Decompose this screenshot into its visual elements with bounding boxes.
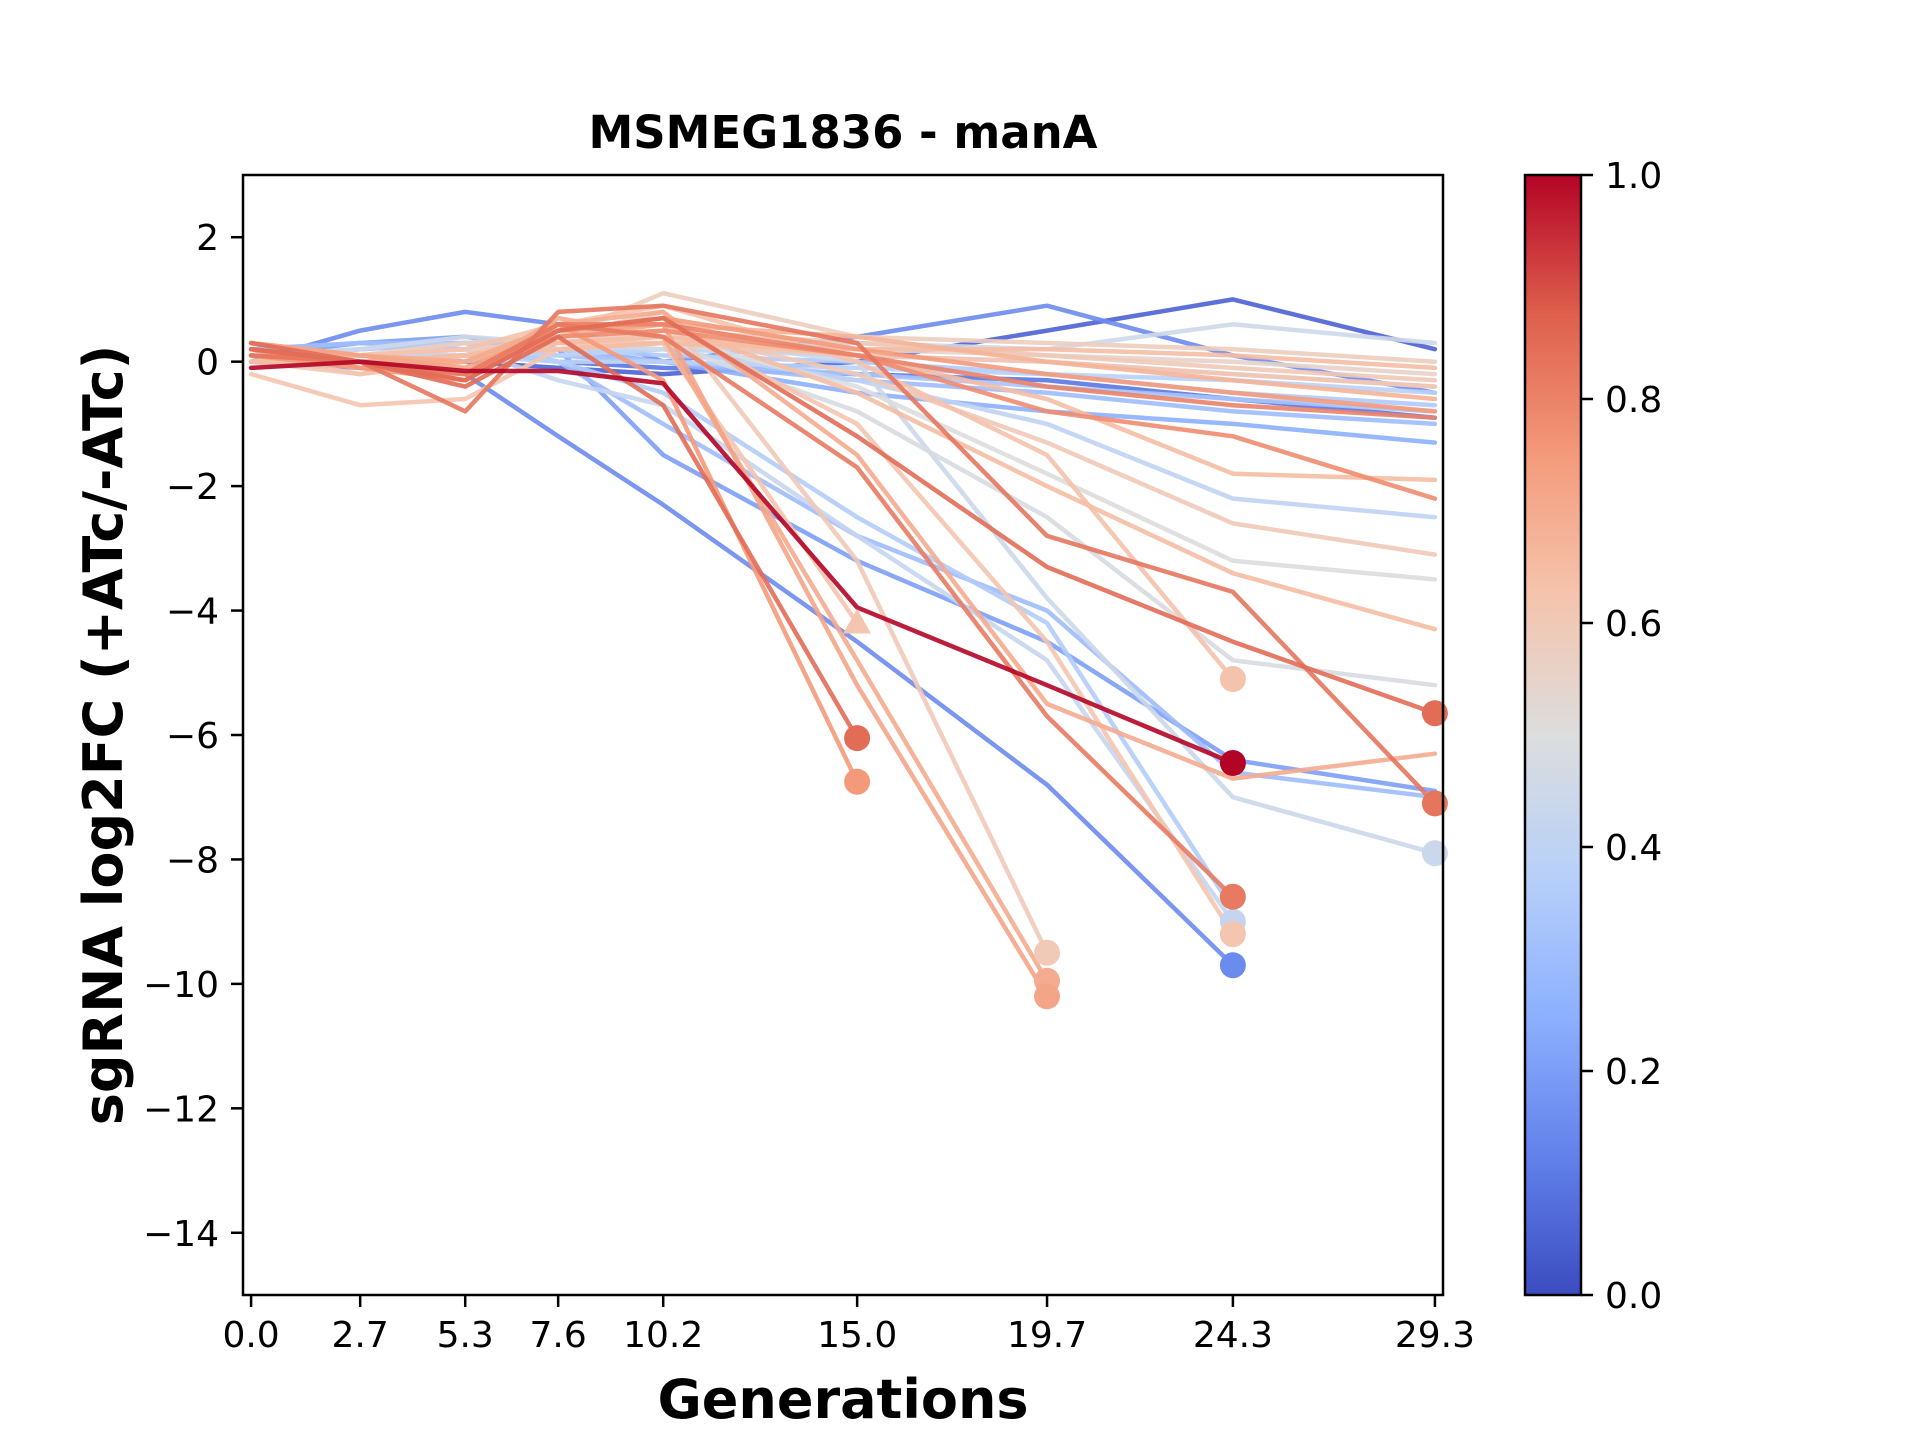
x-tick-label: 15.0 xyxy=(817,1315,897,1356)
series-line-7 xyxy=(248,309,1050,956)
series-end-marker-3 xyxy=(844,768,871,795)
series-end-marker-8 xyxy=(1219,952,1246,979)
colorbar-ticks: 0.0 0.2 0.4 0.6 0.8 1.0 xyxy=(1581,156,1662,1317)
y-tick-label: 2 xyxy=(196,218,219,259)
colorbar-tick-label: 0.8 xyxy=(1605,380,1662,421)
x-tick-label: 7.6 xyxy=(530,1315,587,1356)
x-tick-label: 0.0 xyxy=(222,1315,279,1356)
series-line-8 xyxy=(248,359,1236,968)
series-end-marker-2 xyxy=(844,725,871,752)
series-layer xyxy=(248,290,1438,999)
colorbar-gradient xyxy=(1525,175,1581,1295)
series-end-marker-15 xyxy=(1421,790,1448,817)
colorbar-tick-label: 1.0 xyxy=(1605,156,1662,197)
y-tick-label: 0 xyxy=(196,343,219,384)
series-end-marker-6 xyxy=(1034,983,1060,1010)
colorbar-frame xyxy=(1523,173,1583,1297)
y-tick-label: −10 xyxy=(143,965,219,1006)
series-line-1 xyxy=(248,359,1236,766)
colorbar-tick-label: 0.2 xyxy=(1605,1052,1662,1093)
series-end-marker-10 xyxy=(1219,921,1246,948)
y-tick-label: −4 xyxy=(166,592,219,633)
colorbar-tick-label: 0.6 xyxy=(1605,604,1662,645)
x-tick-label: 29.3 xyxy=(1395,1315,1475,1356)
x-axis-ticks: 0.0 2.7 5.3 7.6 10.2 15.0 19.7 24.3 29.3 xyxy=(222,1295,1475,1356)
y-tick-label: −12 xyxy=(143,1089,219,1130)
series-line-14 xyxy=(248,315,1438,716)
colorbar-tick-label: 0.4 xyxy=(1605,828,1662,869)
y-tick-label: −2 xyxy=(166,467,219,508)
series-end-marker-16 xyxy=(1421,840,1448,867)
x-tick-label: 10.2 xyxy=(623,1315,703,1356)
chart-title: MSMEG1836 - manA xyxy=(588,106,1097,159)
series-end-marker-4 xyxy=(843,609,872,634)
series-end-marker-1 xyxy=(1219,750,1246,776)
x-tick-label: 2.7 xyxy=(332,1315,389,1356)
series-end-marker-14 xyxy=(1421,700,1448,727)
x-tick-label: 19.7 xyxy=(1007,1315,1087,1356)
y-axis-ticks: 2 0 −2 −4 −6 −8 −10 −12 −14 xyxy=(143,218,243,1255)
y-tick-label: −6 xyxy=(166,716,219,757)
x-tick-label: 24.3 xyxy=(1193,1315,1273,1356)
series-line-3 xyxy=(248,322,860,784)
y-axis-label: sgRNA log2FC (+ATc/-ATc) xyxy=(72,345,135,1126)
y-tick-label: −8 xyxy=(166,840,219,881)
series-end-marker-9 xyxy=(1219,883,1246,910)
colorbar: 0.0 0.2 0.4 0.6 0.8 1.0 xyxy=(1523,156,1662,1317)
colorbar-tick-label: 0.0 xyxy=(1605,1276,1662,1317)
x-tick-label: 5.3 xyxy=(437,1315,494,1356)
series-line-2 xyxy=(248,334,860,741)
series-line-15 xyxy=(248,303,1438,806)
series-end-marker-7 xyxy=(1034,939,1060,966)
series-end-marker-13 xyxy=(1219,666,1246,692)
x-axis-label: Generations xyxy=(657,1368,1028,1431)
marker-layer xyxy=(843,609,1448,1010)
y-tick-label: −14 xyxy=(143,1214,219,1255)
series-line-11 xyxy=(248,346,1236,924)
series-line-34 xyxy=(248,322,1438,358)
